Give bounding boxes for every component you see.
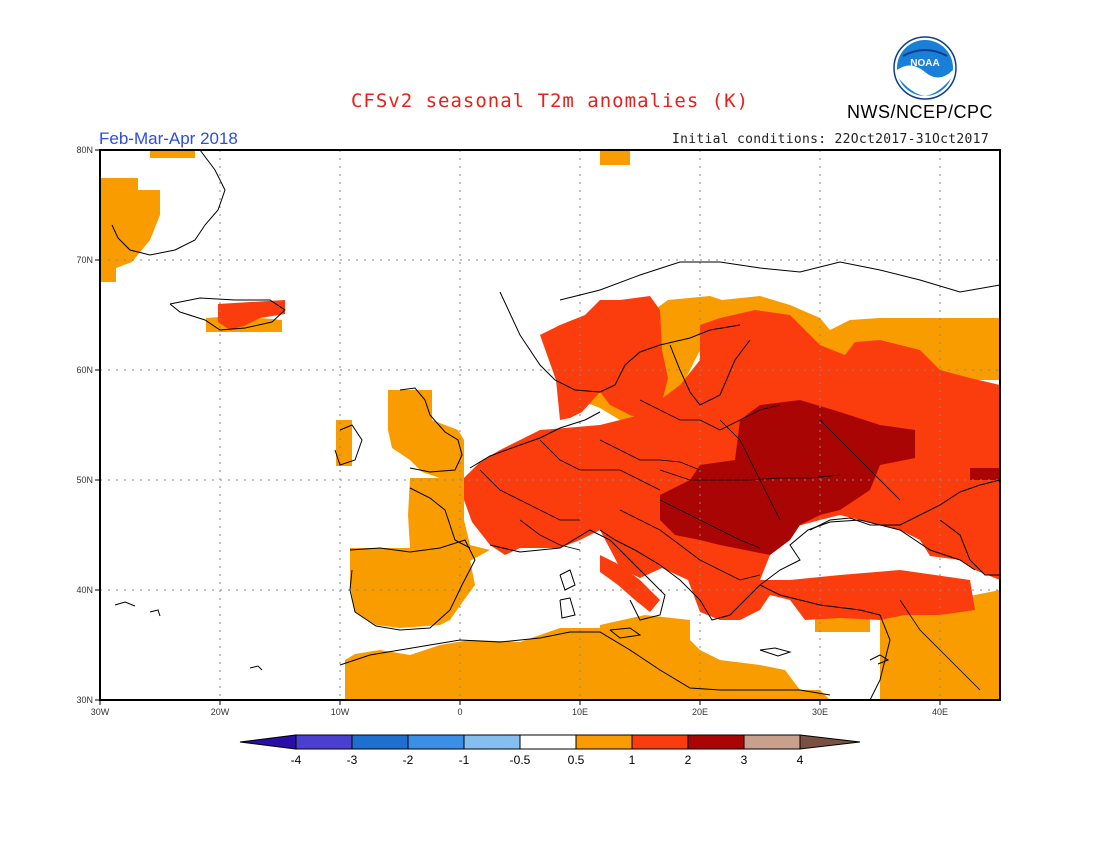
- lat-label: 50N: [76, 475, 93, 485]
- colorbar-label: -2: [403, 753, 414, 767]
- lon-label: 10W: [331, 707, 350, 717]
- colorbar-label: 2: [685, 753, 692, 767]
- lon-label: 20E: [692, 707, 708, 717]
- lat-label: 60N: [76, 365, 93, 375]
- agency-label: NWS/NCEP/CPC: [847, 102, 994, 122]
- colorbar-segment: [351, 734, 409, 750]
- islands: [114, 569, 890, 671]
- lon-label: 20W: [211, 707, 230, 717]
- colorbar-segment: [743, 734, 801, 750]
- colorbar-label: -3: [347, 753, 358, 767]
- graticule: [100, 150, 1000, 700]
- colorbar: [239, 734, 861, 750]
- lat-label: 80N: [76, 145, 93, 155]
- colorbar-label: 3: [741, 753, 748, 767]
- noaa-logo-icon: NOAA: [893, 36, 957, 100]
- colorbar-segment: [519, 734, 577, 750]
- colorbar-segment: [799, 734, 861, 750]
- colorbar-segment: [687, 734, 745, 750]
- lon-label: 30E: [812, 707, 828, 717]
- colorbar-segment: [239, 734, 297, 750]
- lat-label: 30N: [76, 695, 93, 705]
- colorbar-segment: [407, 734, 465, 750]
- colorbar-label: 4: [797, 753, 804, 767]
- anomaly-shading-orange: [100, 150, 1000, 700]
- chart-title: CFSv2 seasonal T2m anomalies (K): [350, 90, 750, 112]
- forecast-period: Feb-Mar-Apr 2018: [99, 129, 238, 148]
- lon-label: 10E: [572, 707, 588, 717]
- colorbar-segment: [463, 734, 521, 750]
- lat-label: 70N: [76, 255, 93, 265]
- colorbar-label: 1: [629, 753, 636, 767]
- svg-text:NOAA: NOAA: [910, 58, 939, 69]
- colorbar-label: 0.5: [568, 753, 585, 767]
- country-borders: [479, 399, 981, 691]
- colorbar-segment: [575, 734, 633, 750]
- lon-label: 40E: [932, 707, 948, 717]
- lat-label: 40N: [76, 585, 93, 595]
- colorbar-label: -4: [291, 753, 302, 767]
- lon-label: 0: [457, 707, 462, 717]
- colorbar-label: -1: [459, 753, 470, 767]
- colorbar-label: -0.5: [510, 753, 531, 767]
- anomaly-shading-darkred: [660, 400, 1000, 555]
- coastlines: [111, 150, 1000, 700]
- lon-label: 30W: [91, 707, 110, 717]
- colorbar-segment: [631, 734, 689, 750]
- initial-conditions: Initial conditions: 22Oct2017-31Oct2017: [672, 132, 989, 147]
- colorbar-segment: [295, 734, 353, 750]
- map-frame: [99, 149, 1001, 701]
